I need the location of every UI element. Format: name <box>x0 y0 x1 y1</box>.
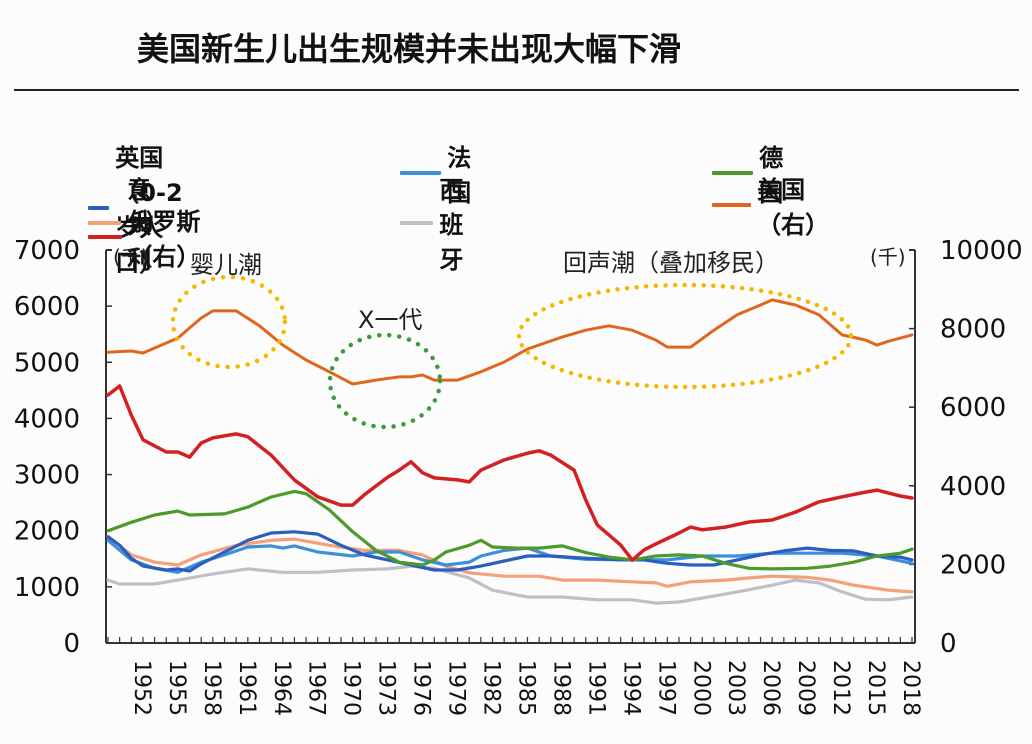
right-y-tick-label: 8000 <box>940 315 1006 345</box>
x-tick-label: 1964 <box>269 660 294 716</box>
baby-boom-label: 婴儿潮 <box>190 251 262 279</box>
x-tick-label: 2015 <box>863 660 888 716</box>
x-tick-label: 1958 <box>199 660 224 716</box>
legend-item: 美国（右） <box>712 170 844 240</box>
legend-item: 俄罗斯（右） <box>88 202 220 272</box>
x-tick-label: 2003 <box>723 660 748 716</box>
left-y-tick-label: 5000 <box>14 348 80 378</box>
series-line-1 <box>106 530 914 573</box>
left-y-tick-label: 6000 <box>14 292 80 322</box>
right-y-tick-label: 2000 <box>940 550 1006 580</box>
echo-boom-ellipse <box>516 282 854 390</box>
series-line-3 <box>106 489 914 571</box>
x-tick-label: 1973 <box>374 660 399 716</box>
legend-swatch <box>88 220 122 225</box>
left-y-tick-label: 4000 <box>14 404 80 434</box>
x-tick-label: 1955 <box>164 660 189 716</box>
right-y-tick-label: 6000 <box>940 393 1006 423</box>
x-tick-label: 1988 <box>548 660 573 716</box>
legend-swatch <box>88 235 123 239</box>
legend-swatch <box>712 203 752 207</box>
legend-swatch <box>712 171 754 175</box>
x-tick-label: 1979 <box>444 660 469 716</box>
series-line-7 <box>106 384 914 562</box>
legend-item: 意大利 <box>88 170 172 275</box>
x-tick-label: 1952 <box>129 660 154 716</box>
left-y-tick-label: 7000 <box>14 236 80 266</box>
x-tick-label: 2000 <box>688 660 713 716</box>
legend-item: 法国 <box>400 138 484 208</box>
legend-swatch <box>400 171 442 175</box>
x-tick-label: 1967 <box>304 660 329 716</box>
x-tick-label: 2006 <box>758 660 783 716</box>
right-y-tick-label: 0 <box>940 629 957 659</box>
legend-swatch <box>400 220 434 225</box>
x-tick-label: 2009 <box>793 660 818 716</box>
legend-item: 英国（0-2岁人口） <box>88 138 199 278</box>
series-line-4 <box>106 534 914 594</box>
title-divider <box>14 89 1019 91</box>
x-tick-label: 1997 <box>653 660 678 716</box>
left-unit-label: (千) <box>113 245 149 269</box>
legend-label: 美国（右） <box>757 176 830 239</box>
legend-label: 法国 <box>447 144 472 207</box>
right-unit-label: (千) <box>870 245 906 269</box>
legend-label: 西班牙 <box>439 176 464 274</box>
x-tick-label: 1991 <box>583 660 608 716</box>
gen-x-label: X一代 <box>358 306 422 334</box>
legend-label: 俄罗斯（右） <box>128 208 201 271</box>
legend-label: 意大利 <box>127 176 152 274</box>
left-y-tick-label: 0 <box>63 629 80 659</box>
right-y-tick-label: 4000 <box>940 472 1006 502</box>
left-y-tick-label: 2000 <box>14 517 80 547</box>
baby-boom-circle <box>170 274 288 370</box>
series-line-2 <box>106 538 914 574</box>
x-tick-label: 1976 <box>409 660 434 716</box>
x-tick-label: 1970 <box>339 660 364 716</box>
legend-label: 英国（0-2岁人口） <box>115 144 183 277</box>
legend-swatch <box>88 206 110 210</box>
gen-x-circle <box>327 332 443 430</box>
x-tick-label: 1985 <box>513 660 538 716</box>
legend-item: 西班牙 <box>400 170 484 275</box>
left-y-tick-label: 1000 <box>14 573 80 603</box>
x-tick-label: 2012 <box>828 660 853 716</box>
chart-title: 美国新生儿出生规模并未出现大幅下滑 <box>137 30 682 68</box>
x-tick-label: 1994 <box>618 660 643 716</box>
echo-boom-label: 回声潮（叠加移民） <box>563 249 779 277</box>
x-tick-label: 1982 <box>479 660 504 716</box>
legend-label: 德国 <box>759 144 784 207</box>
series-line-5 <box>106 564 914 605</box>
legend-item: 德国 <box>712 138 796 208</box>
right-y-tick-label: 10000 <box>940 236 1023 266</box>
left-y-tick-label: 3000 <box>14 461 80 491</box>
series-line-6 <box>106 298 914 386</box>
x-tick-label: 2018 <box>898 660 923 716</box>
x-tick-label: 1961 <box>234 660 259 716</box>
